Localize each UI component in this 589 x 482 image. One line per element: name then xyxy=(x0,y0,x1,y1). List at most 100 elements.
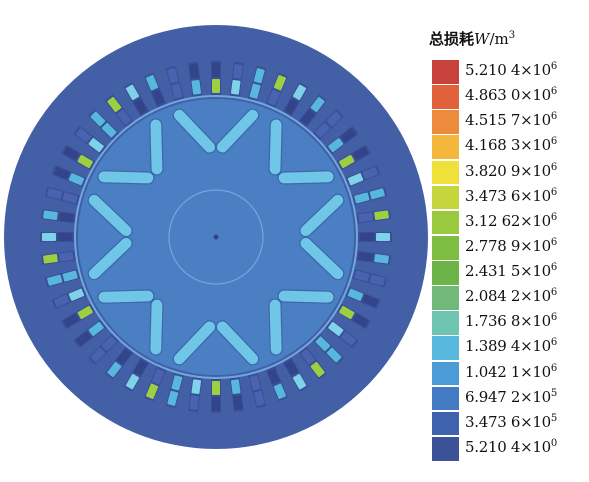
legend-entry: 1.389 4×106 xyxy=(432,336,589,361)
stator-conductor xyxy=(369,274,385,286)
stator-conductor xyxy=(300,349,315,365)
stator-conductor xyxy=(75,128,92,143)
stator-conductor xyxy=(326,347,342,363)
stator-conductor xyxy=(212,397,220,411)
stator-conductor xyxy=(212,79,220,93)
stator-conductor xyxy=(230,379,241,395)
stator-conductor xyxy=(125,373,140,390)
legend-swatch xyxy=(432,336,459,361)
legend-entry: 3.473 6×106 xyxy=(432,185,589,210)
legend-entry: 2.778 9×106 xyxy=(432,235,589,260)
stator-conductor xyxy=(88,138,104,153)
stator-conductor xyxy=(146,383,159,399)
stator-conductor xyxy=(47,274,63,286)
stator-conductor xyxy=(376,233,390,241)
stator-conductor xyxy=(88,321,104,336)
legend-label: 3.820 9×106 xyxy=(465,161,557,180)
legend-label: 4.168 3×106 xyxy=(465,136,557,155)
legend-entry: 3.820 9×106 xyxy=(432,160,589,185)
legend-swatch xyxy=(432,60,459,84)
stator-conductor xyxy=(347,288,364,301)
stator-conductor xyxy=(189,395,199,410)
stator-conductor xyxy=(117,109,132,125)
legend-swatch xyxy=(432,411,459,436)
stator-conductor xyxy=(362,294,378,307)
stator-conductor xyxy=(267,89,280,106)
stator-conductor xyxy=(326,111,342,127)
stator-conductor xyxy=(101,336,117,352)
stator-conductor xyxy=(347,173,364,186)
legend-entry: 2.431 5×106 xyxy=(432,261,589,285)
legend-entry: 1.042 1×106 xyxy=(432,361,589,386)
color-legend: 5.210 4×106 4.863 0×106 4.515 7×106 4.168 3… xyxy=(432,60,589,462)
rotor-magnet xyxy=(299,193,345,238)
rotor-magnet xyxy=(277,289,335,304)
stator-conductor xyxy=(253,68,265,84)
legend-entry: 3.12 62×106 xyxy=(432,210,589,235)
legend-swatch xyxy=(432,210,459,235)
stator-conductor xyxy=(107,361,122,378)
stator-conductor xyxy=(300,109,315,125)
stator-conductor xyxy=(146,75,159,91)
legend-swatch xyxy=(432,286,459,310)
rotor-magnet xyxy=(97,289,155,304)
legend-swatch xyxy=(432,361,459,386)
legend-label: 4.515 7×106 xyxy=(465,111,557,130)
stator-conductor xyxy=(54,167,70,180)
air-gap xyxy=(74,95,358,379)
stator-conductor xyxy=(133,98,148,114)
stator-conductor xyxy=(167,68,179,84)
stator-conductor xyxy=(43,210,58,220)
stator-conductor xyxy=(230,79,241,95)
shaft xyxy=(168,189,264,285)
stator-conductor xyxy=(340,128,357,143)
stator-conductor xyxy=(58,233,72,241)
legend-entry: 4.863 0×106 xyxy=(432,85,589,109)
legend-label: 2.778 9×106 xyxy=(465,236,557,255)
stator-conductor xyxy=(90,111,106,127)
stator-conductor xyxy=(292,84,307,101)
stator-conductor xyxy=(62,270,78,282)
stator-conductor xyxy=(191,79,202,95)
stator-conductor xyxy=(77,305,93,320)
legend-swatch xyxy=(432,160,459,185)
legend-label: 5.210 4×106 xyxy=(465,61,557,79)
rotor-magnet xyxy=(172,108,217,154)
legend-swatch xyxy=(432,311,459,335)
stator-conductor xyxy=(354,270,370,282)
rotor-magnet xyxy=(172,320,217,366)
stator-conductor xyxy=(328,321,344,336)
stator-conductor xyxy=(117,349,132,365)
stator-conductor xyxy=(253,390,265,406)
stator-conductor xyxy=(90,347,106,363)
stator-conductor xyxy=(315,336,331,352)
stator-conductor xyxy=(101,122,117,138)
stator-conductor xyxy=(68,173,85,186)
legend-label: 4.863 0×106 xyxy=(465,86,557,105)
stator-conductor xyxy=(152,368,165,385)
legend-label: 6.947 2×105 xyxy=(465,387,557,406)
legend-swatch xyxy=(432,386,459,411)
legend-entry: 6.947 2×105 xyxy=(432,386,589,411)
legend-label: 3.473 6×106 xyxy=(465,186,557,205)
legend-entry: 3.473 6×105 xyxy=(432,411,589,436)
stator-conductor xyxy=(284,360,299,376)
stator-conductor xyxy=(107,96,122,113)
stator-conductor xyxy=(152,89,165,106)
rotor-magnet xyxy=(299,236,345,281)
stator-conductor xyxy=(47,188,63,200)
stator-conductor xyxy=(75,331,92,346)
legend-entry: 5.210 4×106 xyxy=(432,60,589,84)
legend-swatch xyxy=(432,261,459,285)
legend-title: 总损耗W/m3 xyxy=(429,30,516,48)
stator-conductor xyxy=(315,122,331,138)
stator-conductor xyxy=(68,288,85,301)
stator-conductor xyxy=(249,375,261,391)
stator-conductor xyxy=(167,390,179,406)
rotor-magnet xyxy=(149,298,164,356)
rotor-magnet xyxy=(97,170,155,185)
stator-conductor xyxy=(212,63,220,77)
legend-swatch xyxy=(432,135,459,160)
legend-swatch xyxy=(432,85,459,109)
